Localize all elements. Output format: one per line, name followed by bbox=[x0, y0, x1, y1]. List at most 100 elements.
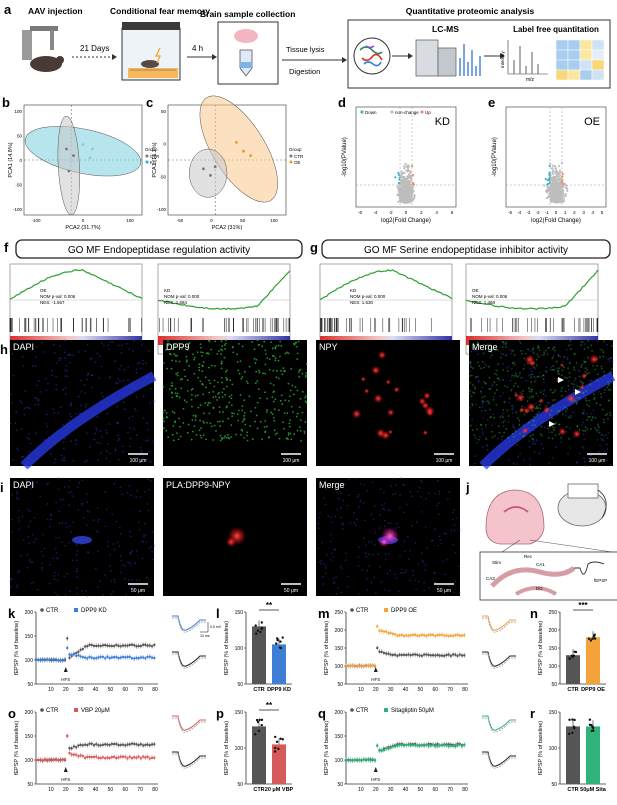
volcano-point bbox=[401, 183, 404, 187]
dapi-nucleus bbox=[338, 497, 340, 500]
time-point bbox=[86, 755, 89, 759]
time-point bbox=[130, 756, 134, 760]
dapi-nucleus bbox=[433, 572, 436, 574]
dpp9-signal bbox=[185, 401, 188, 403]
dapi-nucleus bbox=[57, 477, 60, 479]
dapi-nucleus bbox=[134, 407, 136, 410]
dapi-nucleus bbox=[68, 479, 71, 481]
dapi-nucleus bbox=[20, 348, 22, 350]
dapi-nucleus bbox=[566, 358, 569, 361]
dapi-nucleus bbox=[146, 503, 148, 505]
volcano-point bbox=[408, 186, 411, 189]
dpp9-signal bbox=[494, 348, 497, 351]
dapi-nucleus bbox=[66, 526, 68, 528]
dpp9-signal bbox=[268, 358, 271, 361]
dpp9-signal bbox=[225, 376, 228, 379]
dpp9-signal bbox=[206, 421, 208, 424]
time-point bbox=[454, 633, 457, 637]
time-point bbox=[451, 744, 455, 748]
pca-point bbox=[91, 147, 94, 151]
dapi-nucleus bbox=[489, 356, 491, 359]
npy-cell bbox=[421, 401, 430, 410]
y-tick-label: 50 bbox=[161, 109, 167, 114]
x-tick-label: 40 bbox=[403, 787, 409, 793]
volcano-point bbox=[550, 199, 554, 203]
dpp9-signal bbox=[163, 420, 165, 423]
volcano-point bbox=[548, 193, 551, 196]
volcano-point bbox=[561, 182, 564, 185]
time-point bbox=[88, 742, 91, 746]
heatmap-cell bbox=[591, 39, 605, 51]
volcano-point bbox=[403, 167, 406, 170]
time-point bbox=[398, 653, 401, 656]
x-tick-label: -2 bbox=[389, 210, 393, 215]
y-tick-label: 0 bbox=[163, 142, 166, 147]
legend-label: KD bbox=[150, 160, 157, 165]
dpp9-signal bbox=[554, 398, 557, 401]
time-point bbox=[358, 664, 361, 668]
dpp9-signal bbox=[298, 426, 301, 429]
step-brain-collection: Brain sample collection bbox=[200, 9, 295, 19]
dpp9-signal bbox=[561, 369, 564, 372]
dpp9-signal bbox=[301, 372, 304, 375]
dpp9-signal bbox=[217, 420, 219, 423]
dpp9-signal bbox=[530, 376, 533, 379]
dapi-nucleus bbox=[444, 573, 446, 576]
dapi-nucleus bbox=[570, 343, 573, 346]
dapi-nucleus bbox=[120, 351, 123, 354]
arrowhead-marker bbox=[558, 377, 564, 383]
volcano-point bbox=[543, 184, 546, 187]
dpp9-signal bbox=[213, 424, 216, 427]
npy-cell bbox=[572, 429, 581, 439]
dpp9-signal bbox=[170, 367, 173, 370]
dpp9-signal bbox=[183, 369, 186, 371]
legend-label: OE bbox=[294, 160, 301, 165]
dpp9-signal bbox=[515, 374, 518, 377]
dapi-nucleus bbox=[536, 412, 539, 414]
dapi-nucleus bbox=[421, 552, 423, 554]
dpp9-signal bbox=[304, 376, 307, 378]
dapi-nucleus bbox=[396, 522, 398, 525]
dapi-nucleus bbox=[27, 525, 30, 528]
time-point bbox=[126, 743, 129, 746]
time-point bbox=[362, 758, 366, 761]
time-point bbox=[126, 655, 129, 659]
bar bbox=[272, 644, 286, 684]
dapi-nucleus bbox=[45, 389, 48, 392]
dapi-nucleus bbox=[562, 360, 564, 363]
dpp9-signal bbox=[493, 416, 495, 419]
y-tick-label: 200 bbox=[25, 710, 34, 716]
dpp9-signal bbox=[272, 416, 275, 419]
dpp9-signal bbox=[284, 399, 287, 402]
dentate-gyrus-layer bbox=[514, 586, 558, 596]
dpp9-signal bbox=[473, 434, 476, 437]
dpp9-signal bbox=[468, 375, 471, 377]
pca-point bbox=[249, 154, 253, 158]
dapi-nucleus bbox=[339, 565, 342, 568]
dapi-nucleus bbox=[17, 571, 19, 573]
inset-label: Rec bbox=[524, 554, 533, 559]
dpp9-signal bbox=[601, 408, 604, 411]
dapi-nucleus bbox=[96, 415, 98, 418]
dpp9-signal bbox=[273, 408, 276, 411]
dapi-nucleus bbox=[597, 424, 599, 427]
dpp9-signal bbox=[558, 367, 560, 370]
dpp9-signal bbox=[488, 388, 491, 390]
dapi-nucleus bbox=[471, 403, 473, 405]
time-point bbox=[344, 759, 348, 762]
dpp9-signal bbox=[235, 433, 238, 436]
npy-cell bbox=[524, 354, 535, 365]
heatmap-cell bbox=[591, 49, 605, 61]
time-point bbox=[153, 656, 156, 660]
legend-marker bbox=[74, 708, 78, 712]
x-tick-label: 4 bbox=[435, 210, 438, 215]
dpp9-signal bbox=[566, 377, 568, 379]
dapi-nucleus bbox=[122, 380, 125, 382]
npy-cell bbox=[543, 406, 551, 414]
legend-label: CTR bbox=[150, 154, 160, 159]
dpp9-signal bbox=[554, 423, 557, 425]
dapi-nucleus bbox=[352, 512, 355, 514]
volcano-point bbox=[554, 184, 557, 187]
dpp9-signal bbox=[221, 381, 223, 384]
time-point bbox=[422, 743, 426, 746]
